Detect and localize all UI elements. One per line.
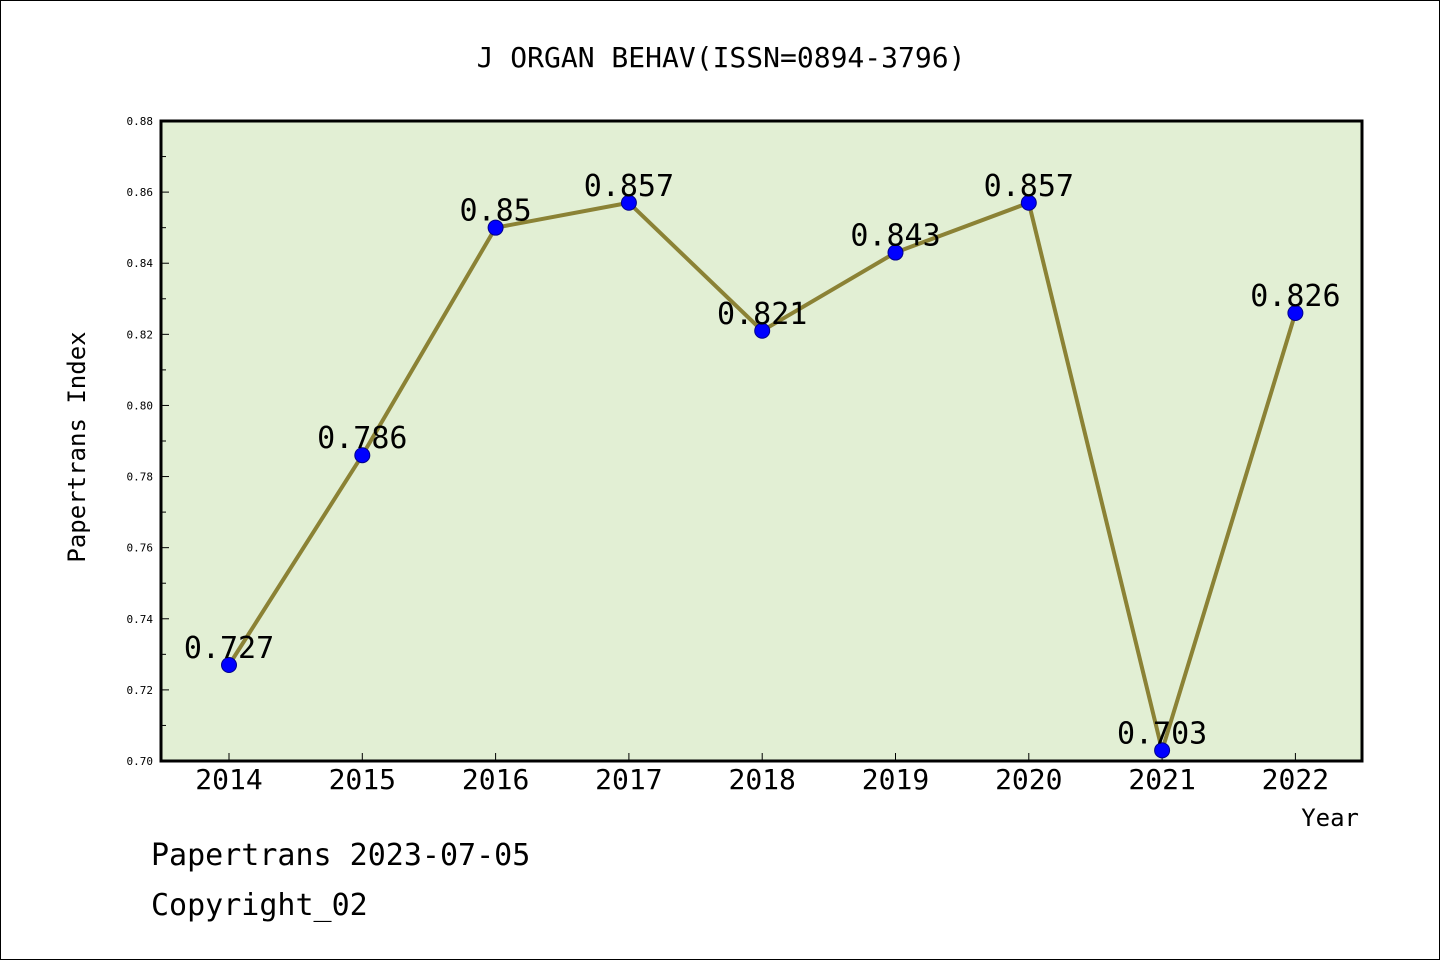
- x-axis-ticks: 2014 2015 2016 2017 2018 2019 2020 2021 2022: [195, 753, 1329, 796]
- y-axis-label: Papertrans Index: [63, 331, 91, 562]
- data-label: 0.826: [1250, 279, 1340, 314]
- chart-title: J ORGAN BEHAV(ISSN=0894-3796): [477, 41, 966, 74]
- x-tick-label: 2016: [462, 763, 529, 796]
- x-tick-label: 2015: [329, 763, 396, 796]
- x-tick-label: 2020: [995, 763, 1062, 796]
- footer-date: Papertrans 2023-07-05: [151, 838, 530, 873]
- data-label: 0.703: [1117, 716, 1207, 751]
- data-point: [354, 447, 371, 464]
- data-point: [1154, 742, 1171, 759]
- y-tick-label: 0.84: [127, 257, 154, 270]
- data-label: 0.727: [184, 631, 274, 666]
- data-label: 0.843: [850, 219, 940, 254]
- x-axis-label: Year: [1301, 804, 1359, 832]
- data-point: [1020, 194, 1037, 211]
- data-point: [620, 194, 637, 211]
- y-tick-label: 0.76: [127, 542, 154, 555]
- y-tick-label: 0.80: [127, 399, 154, 412]
- data-points: [221, 194, 1304, 759]
- x-tick-label: 2017: [595, 763, 662, 796]
- data-label: 0.821: [717, 297, 807, 332]
- y-tick-label: 0.72: [127, 684, 154, 697]
- y-tick-label: 0.88: [127, 115, 154, 128]
- footer-copyright: Copyright_02: [151, 888, 368, 923]
- data-point: [487, 219, 504, 236]
- data-label: 0.786: [317, 421, 407, 456]
- x-tick-label: 2022: [1262, 763, 1329, 796]
- data-labels: 0.727 0.786 0.85 0.857 0.821 0.843 0.857 0.703 0…: [184, 169, 1341, 752]
- y-tick-label: 0.78: [127, 471, 154, 484]
- plot-area: [159, 119, 1364, 763]
- y-tick-label: 0.82: [127, 328, 154, 341]
- data-label: 0.857: [584, 169, 674, 204]
- y-axis-ticks: 0.70 0.72 0.74 0.76 0.78 0.80 0.82 0.84 0.86 0.88: [127, 115, 169, 768]
- x-tick-label: 2018: [728, 763, 795, 796]
- y-tick-label: 0.86: [127, 186, 154, 199]
- data-point: [221, 657, 237, 673]
- data-point: [887, 244, 904, 261]
- data-label: 0.857: [984, 169, 1074, 204]
- data-label: 0.85: [459, 194, 531, 229]
- y-tick-label: 0.74: [127, 613, 154, 626]
- y-tick-label: 0.70: [127, 755, 154, 768]
- x-tick-label: 2021: [1128, 763, 1195, 796]
- x-tick-label: 2014: [195, 763, 262, 796]
- data-point: [754, 322, 771, 339]
- x-tick-label: 2019: [862, 763, 929, 796]
- data-point: [1287, 305, 1304, 321]
